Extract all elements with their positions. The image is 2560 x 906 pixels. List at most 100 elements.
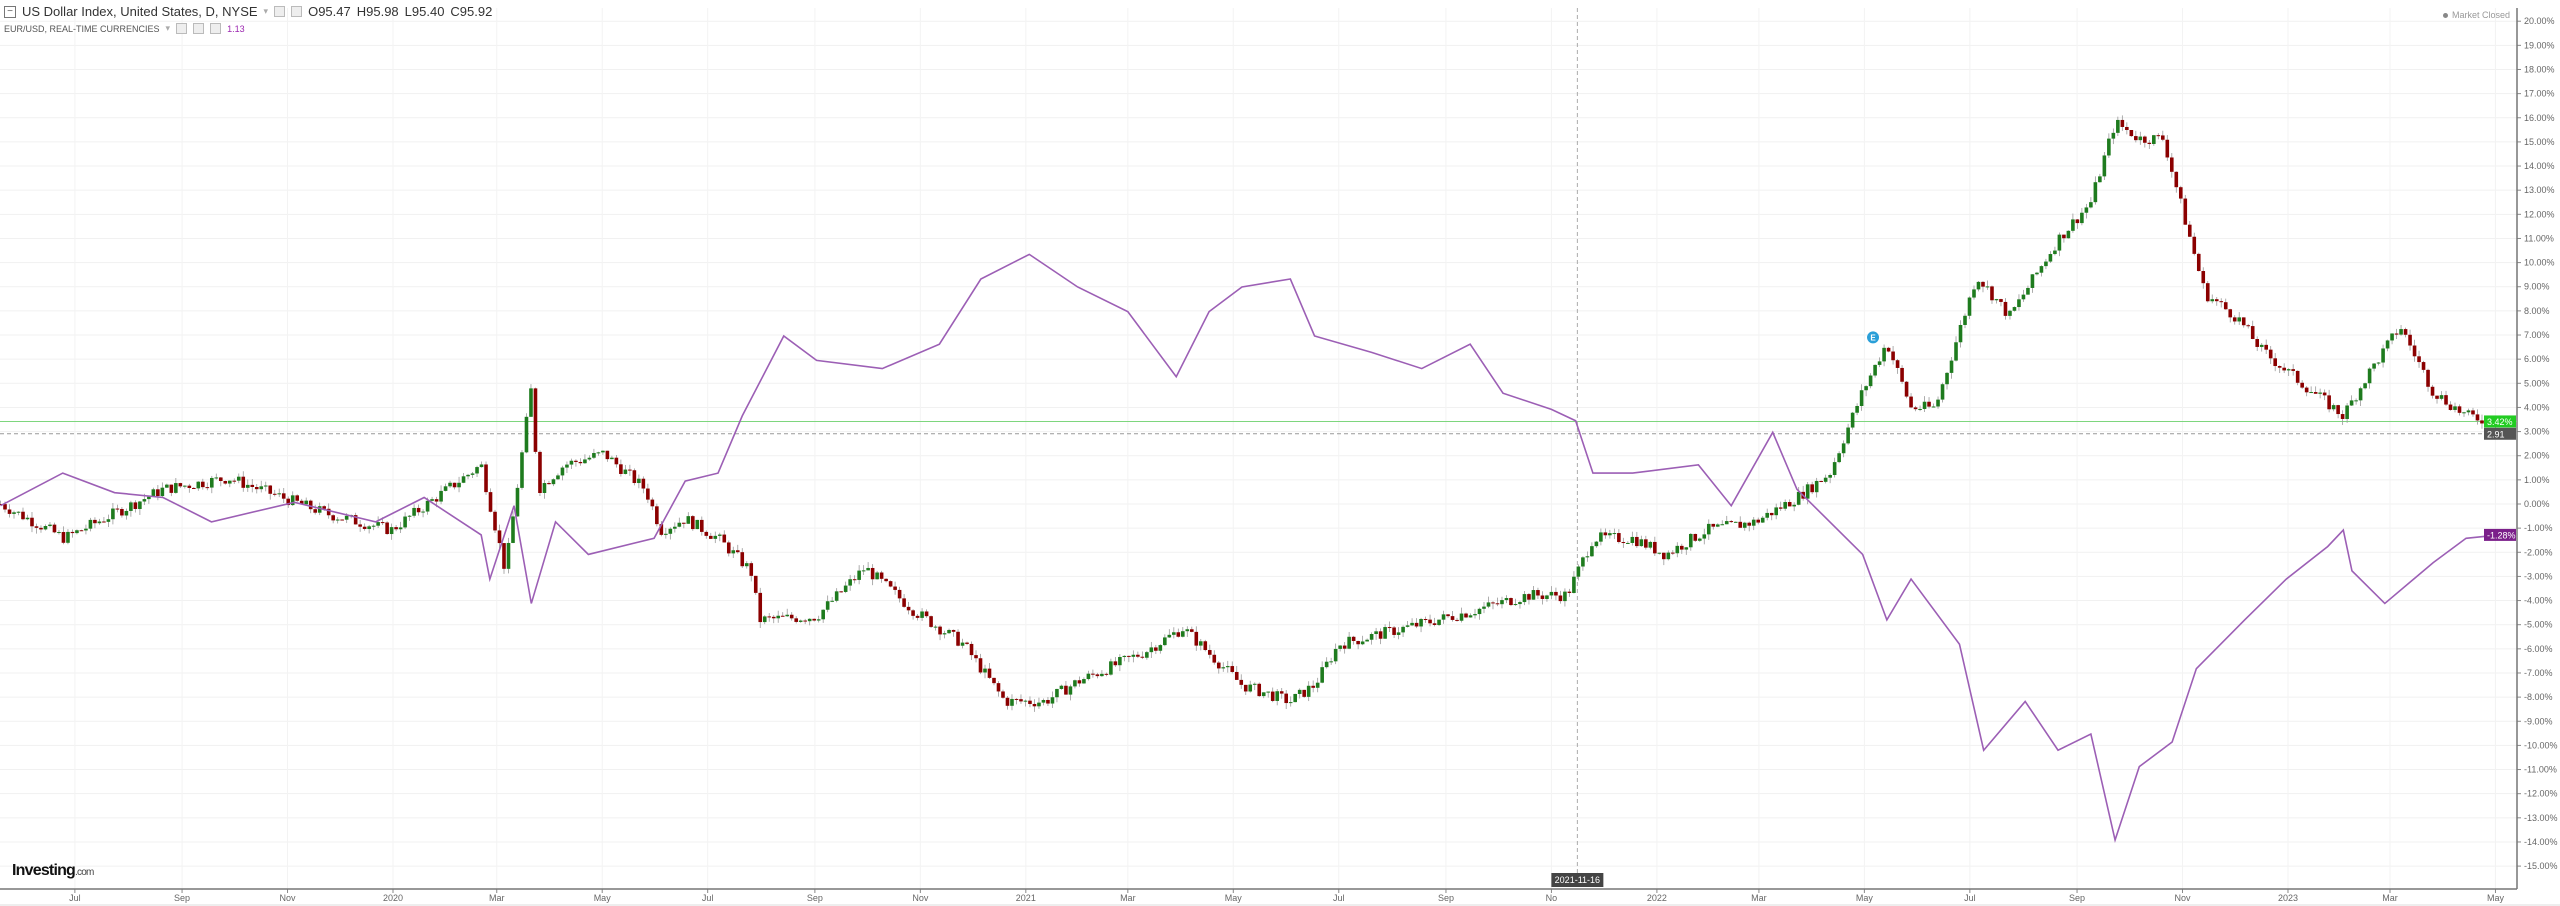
candle <box>1688 533 1693 548</box>
logo-suffix: .com <box>75 867 94 878</box>
dropdown-caret-icon[interactable]: ▾ <box>165 23 171 33</box>
x-tick-label: Jul <box>1964 893 1976 903</box>
candle <box>1967 297 1972 316</box>
candle <box>1113 661 1118 666</box>
candle <box>1369 634 1374 640</box>
y-tick-label: -6.00% <box>2524 644 2553 654</box>
candle <box>443 486 448 491</box>
candle <box>1338 645 1342 649</box>
candle <box>996 683 1001 692</box>
candle <box>906 606 911 611</box>
instrument-title[interactable]: US Dollar Index, United States, D, NYSE <box>22 4 258 19</box>
candle <box>1077 680 1082 684</box>
candle <box>1297 689 1302 694</box>
candle <box>2102 155 2107 177</box>
logo-text: Investing <box>12 862 76 879</box>
candle <box>1778 507 1783 509</box>
candle <box>1037 702 1041 707</box>
candle <box>1216 662 1221 669</box>
candle <box>834 591 839 601</box>
visibility-icon[interactable] <box>193 23 205 34</box>
candle <box>1913 407 1918 410</box>
candle <box>1540 595 1545 599</box>
visibility-icon[interactable] <box>291 6 303 17</box>
candle <box>295 495 300 501</box>
x-tick-label: Sep <box>807 893 823 903</box>
candle <box>673 526 677 529</box>
high-value: H95.98 <box>356 4 399 19</box>
candle <box>825 601 830 610</box>
candle <box>2169 157 2174 172</box>
eurusd-line <box>0 253 2500 844</box>
remove-icon[interactable] <box>210 23 222 34</box>
candle <box>1742 522 1747 528</box>
candle <box>2372 363 2376 369</box>
candle <box>1711 523 1716 527</box>
candle <box>1549 591 1554 596</box>
candle <box>2187 224 2192 237</box>
candle <box>1792 504 1796 507</box>
candle <box>1994 299 1999 301</box>
candle <box>515 487 520 517</box>
candle <box>1176 632 1181 637</box>
y-tick-label: -4.00% <box>2524 596 2553 606</box>
close-value: C95.92 <box>450 4 493 19</box>
candle <box>1392 627 1396 635</box>
candle <box>646 488 650 500</box>
candle <box>2084 207 2089 213</box>
candle <box>2264 344 2268 350</box>
candle <box>1459 613 1464 621</box>
candle <box>1167 634 1172 638</box>
candle <box>1154 647 1158 651</box>
candle <box>1599 532 1603 542</box>
candle <box>272 493 277 495</box>
candle <box>1203 641 1208 651</box>
candle <box>479 464 484 468</box>
candle <box>2417 356 2421 363</box>
candle <box>560 467 565 476</box>
candle <box>2161 135 2165 140</box>
candle <box>1419 619 1423 627</box>
candle <box>1796 491 1801 505</box>
candle <box>1868 375 1873 387</box>
candle <box>1423 619 1428 621</box>
collapse-icon[interactable]: − <box>4 5 16 18</box>
y-tick-label: 2.00% <box>2524 451 2550 461</box>
candle <box>1198 641 1203 646</box>
candle <box>942 633 947 635</box>
candle <box>263 485 268 487</box>
candle <box>1261 692 1266 697</box>
candle <box>1900 367 1904 382</box>
candle <box>2282 367 2286 371</box>
compare-title[interactable]: EUR/USD, REAL-TIME CURRENCIES <box>4 23 160 34</box>
candle <box>2349 400 2354 406</box>
candle <box>169 484 174 493</box>
candle <box>938 626 942 635</box>
candle <box>812 618 816 621</box>
candle <box>983 668 987 673</box>
candle <box>1873 364 1877 376</box>
settings-icon[interactable] <box>176 23 188 34</box>
candle <box>1266 691 1271 693</box>
candle <box>160 487 165 497</box>
candle <box>1823 477 1828 482</box>
settings-icon[interactable] <box>274 6 286 17</box>
investing-logo[interactable]: Investing.com <box>12 862 94 880</box>
candle <box>129 502 133 511</box>
candle <box>987 668 992 678</box>
candle <box>1252 683 1257 685</box>
dropdown-caret-icon[interactable]: ▾ <box>263 6 269 16</box>
candle <box>39 527 43 530</box>
candle <box>1163 637 1167 646</box>
candle <box>1666 552 1671 560</box>
candle <box>403 516 407 528</box>
candle <box>506 542 511 569</box>
candle <box>1477 608 1482 615</box>
candle <box>70 531 75 534</box>
candle <box>978 658 983 673</box>
candle <box>2044 261 2048 267</box>
candle <box>2241 317 2246 326</box>
candle <box>61 532 66 543</box>
candle <box>115 508 120 510</box>
